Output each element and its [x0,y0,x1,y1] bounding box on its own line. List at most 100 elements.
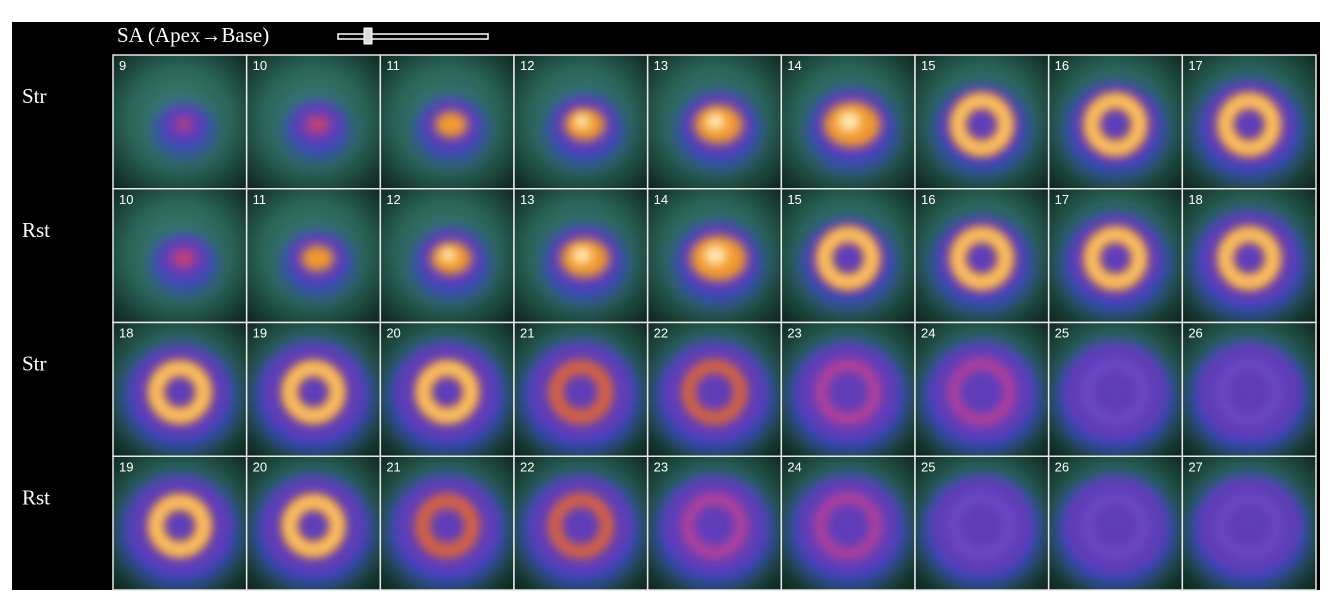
slice-image [380,55,514,189]
slice-number: 14 [787,58,801,73]
slice-number: 16 [1055,58,1069,73]
slice-image [514,456,648,590]
uptake-peak [954,231,1009,286]
slice-image [781,456,915,590]
tissue [1063,476,1168,575]
uptake-peak [286,498,341,553]
tissue [662,343,767,442]
tissue [528,343,633,442]
slice-number: 12 [520,58,534,73]
slice-image [915,322,1049,457]
uptake-ring [1082,492,1149,559]
slice-image [246,322,381,457]
slice-number: 21 [386,459,400,474]
tissue [130,346,229,439]
uptake-peak [1222,231,1277,286]
slice-number: 12 [386,192,400,207]
uptake-ring [681,359,748,426]
row-label: Str [22,84,47,108]
slice-number: 17 [1055,192,1069,207]
slice-number: 15 [787,192,801,207]
row-label: Rst [22,485,50,509]
slice-number: 11 [386,58,400,73]
slice-image [514,55,648,189]
uptake-peak [705,113,726,130]
slice-number: 16 [921,192,935,207]
uptake-ring [947,358,1016,427]
uptake-peak [572,246,592,264]
slice-image [113,322,247,457]
slice-number: 23 [787,326,801,341]
tissue [796,343,901,442]
uptake-peak [152,498,207,553]
slice-number: 13 [654,58,668,73]
tissue [261,476,366,575]
slice-image [915,188,1049,323]
slice-number: 9 [119,58,126,73]
tissue [929,476,1034,575]
slice-number: 18 [1188,192,1202,207]
slice-image [113,188,247,323]
uptake-peak [152,365,207,420]
slice-number: 26 [1055,459,1069,474]
uptake-peak [837,111,861,132]
slice-image [1182,188,1316,323]
uptake-ring [1081,358,1149,426]
slice-image [1048,322,1183,457]
uptake-peak [954,97,1009,152]
tissue [662,476,767,575]
uptake-peak [821,231,876,286]
slice-image [1182,55,1316,189]
cell-border [1181,455,1317,591]
slice-image [246,55,381,189]
slice-number: 20 [386,326,400,341]
slice-number: 25 [1055,326,1069,341]
slice-image [781,188,915,323]
slice-number: 17 [1188,58,1202,73]
slice-image [380,188,514,323]
slice-image [113,456,247,590]
slice-slider[interactable] [337,27,489,45]
tissue [929,343,1034,442]
uptake-peak [1222,97,1277,152]
slice-number: 22 [654,326,668,341]
tissue [796,476,901,575]
slice-image [781,322,915,457]
slice-image [514,188,648,323]
uptake-ring [1216,493,1282,559]
slice-number: 22 [520,459,534,474]
uptake-ring [814,358,882,426]
slice-image [246,188,381,323]
slice-number: 19 [119,459,133,474]
slice-image [915,456,1049,590]
uptake-peak [573,114,590,129]
slice-image [380,456,514,590]
slice-number: 11 [253,192,267,207]
slice-number: 18 [119,326,133,341]
slice-image [915,55,1049,189]
slice-number: 10 [119,192,133,207]
uptake [301,245,334,272]
slice-number: 14 [654,192,668,207]
uptake [171,248,196,268]
slice-image [514,322,648,457]
tissue [395,476,500,575]
uptake-ring [681,492,749,560]
row-label: Str [22,352,47,376]
slice-number: 21 [520,326,534,341]
view-title: SA (Apex→Base) [117,23,269,47]
slice-image [1048,188,1183,323]
slice-number: 24 [921,326,935,341]
tissue [1197,476,1302,575]
slice-image [380,322,514,457]
slice-number: 23 [654,459,668,474]
uptake-peak [440,248,457,263]
slice-number: 26 [1188,326,1202,341]
slice-number: 19 [253,326,267,341]
slice-number: 24 [787,459,801,474]
uptake-ring [1216,359,1283,426]
uptake-peak [1088,97,1143,152]
uptake-peak [420,365,475,420]
